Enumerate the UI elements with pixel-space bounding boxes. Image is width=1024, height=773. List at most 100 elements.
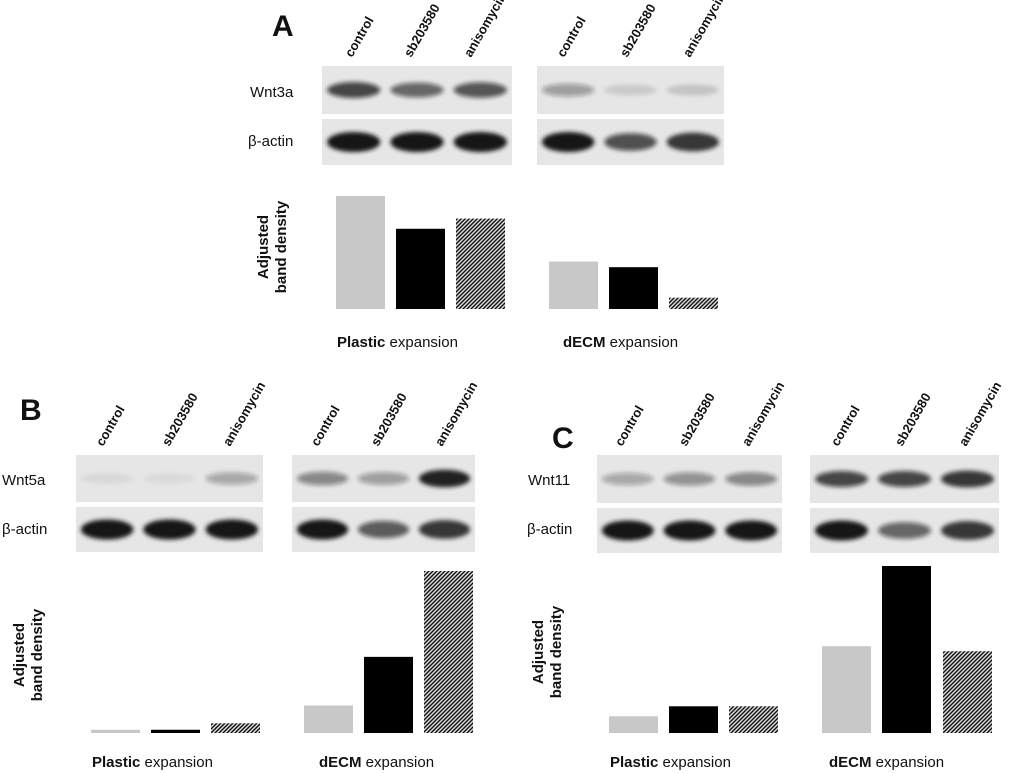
xlabel-plastic-a: Plastic expansion — [337, 334, 458, 351]
band-actin-c-anisomycin — [941, 521, 994, 540]
band-actin-c-control — [601, 520, 654, 541]
lane-label-anisomycin: anisomycin — [739, 379, 788, 448]
xlabel-rest: expansion — [140, 754, 213, 771]
bar-a-plastic-sb203580 — [396, 228, 445, 309]
bar-b-plastic-anisomycin — [211, 723, 260, 733]
band-actin-a-sb203580 — [604, 133, 657, 151]
lane-label-anisomycin: anisomycin — [461, 0, 510, 60]
ylabel-line1: Adjusted — [255, 215, 272, 279]
band-target-c-sb203580 — [878, 471, 931, 487]
band-actin-b-control — [80, 519, 134, 540]
band-target-b-anisomycin — [205, 472, 259, 485]
bar-a-plastic-control — [336, 196, 385, 309]
bar-c-decm-control — [822, 646, 871, 733]
band-actin-a-sb203580 — [390, 132, 444, 152]
band-actin-b-sb203580 — [143, 519, 196, 540]
bar-c-plastic-control — [609, 716, 658, 733]
xlabel-decm-b: dECM expansion — [319, 754, 434, 771]
target-label-c: Wnt11 — [528, 472, 570, 489]
band-target-a-anisomycin — [666, 84, 720, 96]
bar-b-plastic-sb203580 — [151, 729, 200, 733]
bar-c-plastic-anisomycin — [729, 706, 778, 733]
lane-label-control: control — [93, 403, 128, 449]
panel-label-b: B — [20, 394, 42, 427]
panel-label-c: C — [552, 422, 574, 455]
bar-c-plastic-sb203580 — [669, 706, 718, 733]
band-actin-a-control — [327, 132, 381, 152]
xlabel-decm-a: dECM expansion — [563, 334, 678, 351]
band-target-c-control — [601, 472, 654, 486]
lane-label-sb203580: sb203580 — [892, 390, 934, 448]
band-target-a-anisomycin — [453, 82, 507, 98]
band-target-b-control — [296, 471, 349, 486]
bar-b-plastic-control — [91, 729, 140, 733]
xlabel-bold: Plastic — [610, 754, 658, 771]
beta-actin-label-c: β-actin — [527, 521, 572, 538]
ylabel-line2: band density — [273, 200, 290, 293]
band-actin-c-anisomycin — [725, 520, 778, 541]
bar-a-plastic-anisomycin — [456, 218, 505, 309]
lane-label-sb203580: sb203580 — [401, 1, 443, 59]
band-target-b-anisomycin — [418, 469, 471, 488]
band-actin-b-anisomycin — [418, 520, 471, 539]
band-target-a-control — [327, 82, 381, 98]
band-actin-a-control — [541, 132, 595, 152]
xlabel-rest: expansion — [872, 754, 945, 771]
bar-b-decm-sb203580 — [364, 656, 413, 733]
lane-label-sb203580: sb203580 — [159, 390, 201, 448]
band-actin-c-sb203580 — [878, 522, 931, 539]
chart-marks: control sb203580 anisomycin control sb203580… — [76, 0, 1004, 733]
xlabel-plastic-b: Plastic expansion — [92, 754, 213, 771]
lane-label-control: control — [828, 403, 863, 449]
ylabel-line2: band density — [548, 605, 565, 698]
target-label-b: Wnt5a — [2, 472, 46, 489]
band-actin-b-sb203580 — [357, 520, 410, 539]
bar-b-decm-control — [304, 705, 353, 733]
bar-a-decm-control — [549, 261, 598, 309]
band-actin-b-anisomycin — [205, 519, 259, 540]
lane-label-control: control — [612, 403, 647, 449]
xlabel-rest: expansion — [658, 754, 731, 771]
ylabel-line1: Adjusted — [11, 623, 28, 687]
lane-label-control: control — [342, 14, 377, 60]
band-target-b-control — [80, 473, 134, 484]
ylabel-line1: Adjusted — [530, 620, 547, 684]
lane-label-control: control — [554, 14, 589, 60]
lane-label-anisomycin: anisomycin — [432, 379, 481, 448]
band-target-c-anisomycin — [725, 472, 778, 486]
xlabel-bold: dECM — [563, 334, 606, 351]
bar-c-decm-anisomycin — [943, 651, 992, 733]
lane-label-sb203580: sb203580 — [676, 390, 718, 448]
band-actin-c-control — [815, 520, 868, 541]
band-actin-a-anisomycin — [453, 132, 507, 152]
lane-label-sb203580: sb203580 — [617, 1, 659, 59]
lane-label-sb203580: sb203580 — [368, 390, 410, 448]
lane-label-anisomycin: anisomycin — [956, 379, 1005, 448]
band-target-c-control — [815, 471, 868, 487]
xlabel-bold: dECM — [829, 754, 872, 771]
panel-label-a: A — [272, 10, 294, 43]
band-target-b-sb203580 — [143, 473, 196, 484]
xlabel-bold: dECM — [319, 754, 362, 771]
lane-label-anisomycin: anisomycin — [220, 379, 269, 448]
ylabel-a: Adjusted band density — [255, 200, 290, 293]
band-actin-a-anisomycin — [666, 132, 720, 152]
band-target-a-sb203580 — [390, 82, 444, 98]
beta-actin-label-a: β-actin — [248, 133, 293, 150]
band-target-b-sb203580 — [357, 472, 410, 485]
lane-label-anisomycin: anisomycin — [680, 0, 729, 60]
xlabel-plastic-c: Plastic expansion — [610, 754, 731, 771]
bar-a-decm-anisomycin — [669, 297, 718, 309]
band-target-a-sb203580 — [604, 84, 657, 96]
bar-a-decm-sb203580 — [609, 267, 658, 309]
band-target-c-anisomycin — [941, 470, 994, 488]
bar-b-decm-anisomycin — [424, 571, 473, 733]
ylabel-b: Adjusted band density — [11, 608, 46, 701]
beta-actin-label-b: β-actin — [2, 521, 47, 538]
band-actin-b-control — [296, 519, 349, 540]
xlabel-decm-c: dECM expansion — [829, 754, 944, 771]
ylabel-line2: band density — [29, 608, 46, 701]
xlabel-bold: Plastic — [337, 334, 385, 351]
target-label-a: Wnt3a — [250, 84, 294, 101]
